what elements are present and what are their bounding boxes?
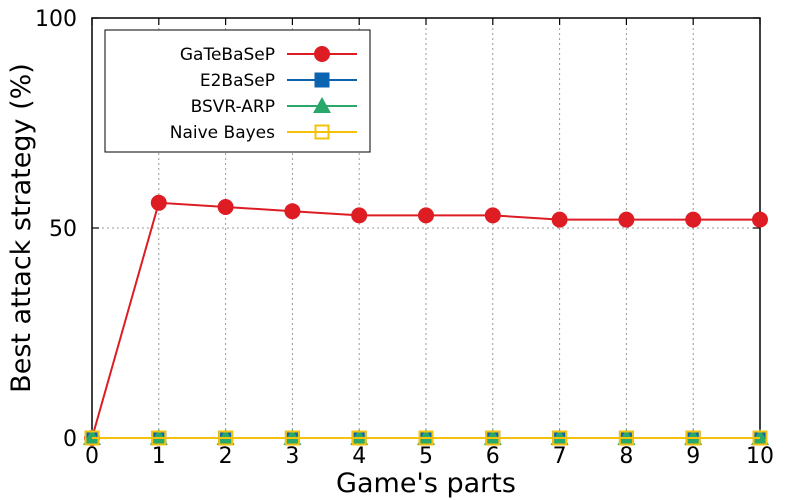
data-point <box>351 207 368 224</box>
data-point <box>685 430 701 446</box>
data-point <box>418 207 434 224</box>
x-tick-label: 6 <box>486 444 500 469</box>
data-point <box>150 194 167 211</box>
legend: GaTeBaSeP E2BaSeP BSVR-ARP Naive Bayes <box>104 29 371 153</box>
x-tick-label: 7 <box>553 444 567 469</box>
data-point <box>752 211 768 228</box>
data-point <box>685 211 702 228</box>
x-tick-label: 8 <box>619 444 633 469</box>
data-point <box>484 207 501 224</box>
series-naive-bayes <box>84 430 768 446</box>
data-point <box>284 203 301 220</box>
data-point <box>618 430 634 446</box>
data-point <box>351 430 367 446</box>
x-tick-label: 5 <box>419 444 433 469</box>
legend-swatch-marker <box>314 124 330 140</box>
series <box>83 194 769 446</box>
y-tick-label: 100 <box>35 7 77 32</box>
x-tick-label: 3 <box>285 444 299 469</box>
data-point <box>151 430 167 446</box>
data-point <box>551 211 568 228</box>
x-tick-label: 9 <box>686 444 700 469</box>
data-point <box>84 430 100 446</box>
y-tick-label: 0 <box>63 427 77 452</box>
legend-swatch-marker <box>314 46 330 62</box>
legend-swatch-marker <box>313 97 331 113</box>
y-axis-label: Best attack strategy (%) <box>6 63 37 393</box>
legend-swatch-marker <box>314 72 330 88</box>
data-point <box>618 211 635 228</box>
legend-label: GaTeBaSeP <box>180 45 275 65</box>
x-tick-label: 1 <box>152 444 166 469</box>
data-point <box>218 430 234 446</box>
x-axis-label: Game's parts <box>336 468 516 499</box>
legend-label: E2BaSeP <box>200 71 275 91</box>
x-tick-label: 4 <box>352 444 366 469</box>
x-tick-label: 0 <box>85 444 99 469</box>
data-point <box>217 199 234 215</box>
data-point <box>752 430 768 446</box>
x-tick-label: 2 <box>219 444 233 469</box>
data-point <box>284 430 300 446</box>
legend-label: Naive Bayes <box>170 123 275 143</box>
legend-label: BSVR-ARP <box>191 97 275 117</box>
y-tick-label: 50 <box>49 217 77 242</box>
x-tick-label: 10 <box>746 444 774 469</box>
data-point <box>418 430 434 446</box>
data-point <box>552 430 568 446</box>
series-gatebasep <box>84 194 768 446</box>
data-point <box>485 430 501 446</box>
